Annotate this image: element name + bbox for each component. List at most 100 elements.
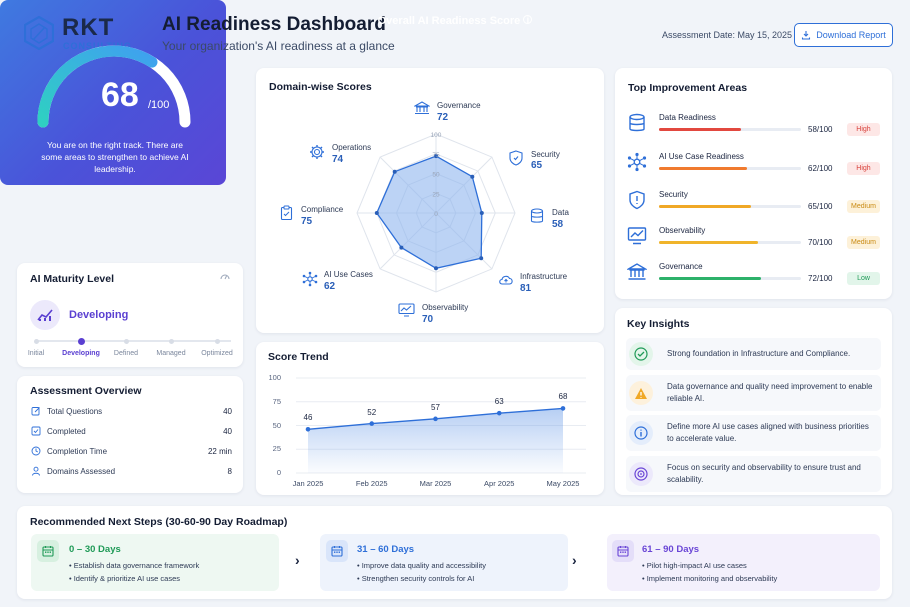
roadmap-item: • Establish data governance framework [69, 561, 200, 570]
overview-label: Completed [47, 427, 86, 436]
roadmap-phase-heading: 0 – 30 Days [69, 544, 121, 555]
download-report-button[interactable]: Download Report [794, 23, 893, 47]
improvement-name: Data Readiness [659, 113, 716, 122]
domain-scores-title: Domain-wise Scores [269, 81, 372, 93]
improvement-progress-track [659, 277, 801, 280]
score-trend-chart [296, 377, 586, 474]
improvement-score: 62/100 [808, 164, 833, 173]
domain-name: AI Use Cases [324, 270, 373, 279]
logo-subtext: CONSULTING [63, 41, 132, 51]
maturity-level-value: Developing [69, 309, 129, 321]
domain-name: Security [531, 150, 560, 159]
maturity-step-label: Defined [113, 350, 139, 357]
radar-point [470, 174, 475, 179]
improvement-score: 65/100 [808, 202, 833, 211]
radar-tick-label: 100 [431, 132, 442, 139]
maturity-chart-icon [30, 300, 60, 330]
overview-label: Completion Time [47, 447, 108, 456]
trend-y-tick: 75 [272, 396, 281, 406]
radar-point [434, 266, 438, 271]
insight-text: Data governance and quality need improve… [667, 382, 873, 403]
monitor-icon [627, 227, 647, 245]
calendar-icon [37, 540, 59, 562]
priority-badge: High [847, 162, 880, 175]
radar-point [399, 245, 404, 250]
trend-y-tick: 50 [272, 420, 281, 430]
trend-point [369, 421, 375, 426]
trend-value-label: 63 [494, 397, 504, 407]
trend-point [560, 406, 566, 411]
radar-point [434, 154, 438, 159]
overall-score-title: Overall AI Readiness Score i [0, 15, 910, 27]
insight-row [626, 375, 881, 411]
roadmap-item: • Strengthen security controls for AI [357, 574, 475, 583]
priority-badge: High [847, 123, 880, 136]
info-icon[interactable]: i [523, 15, 533, 25]
roadmap-item-text: Implement monitoring and observability [646, 574, 778, 583]
improvement-name: Governance [659, 262, 703, 271]
overview-label: Total Questions [47, 407, 103, 416]
roadmap-item: • Improve data quality and accessibility [357, 561, 486, 570]
improvement-progress-fill [659, 167, 748, 170]
trend-y-tick: 0 [276, 468, 281, 477]
trend-value-label: 57 [431, 402, 440, 412]
trend-point [496, 410, 502, 416]
roadmap-phase-1 [31, 534, 279, 591]
improvement-score: 70/100 [808, 238, 833, 247]
trend-x-tick: Apr 2025 [484, 479, 515, 488]
roadmap-phase-heading: 31 – 60 Days [357, 544, 415, 555]
domain-value: 62 [324, 281, 336, 292]
trend-value-label: 68 [558, 392, 568, 402]
calendar-icon [326, 540, 348, 562]
domain-value: 65 [531, 160, 543, 171]
bank-icon [414, 101, 430, 115]
trend-x-tick: Mar 2025 [419, 479, 452, 488]
edit-icon [31, 407, 40, 416]
trend-point [305, 427, 311, 432]
insight-row [626, 338, 881, 370]
assessment-date: Assessment Date: May 15, 2025 [662, 30, 793, 40]
monitor-icon [398, 303, 415, 317]
roadmap-item: • Pilot high-impact AI use cases [642, 561, 747, 570]
info-icon [629, 421, 653, 445]
warning-icon [629, 381, 653, 405]
maturity-step-label: Developing [62, 350, 100, 357]
radar-point [392, 169, 397, 174]
improvement-progress-fill [659, 277, 762, 280]
radar-point [374, 211, 379, 215]
maturity-step-label: Optimized [201, 350, 233, 357]
chevron-right-icon: › [295, 552, 300, 568]
radar-tick-label: 75 [432, 152, 440, 159]
trend-value-label: 52 [367, 407, 377, 417]
maturity-track [36, 340, 231, 342]
improvement-score: 58/100 [808, 125, 833, 134]
overview-value: 22 min [207, 447, 232, 456]
domain-name: Infrastructure [520, 272, 568, 281]
trend-value-label: 46 [303, 413, 313, 423]
improvement-progress-fill [659, 241, 759, 244]
check-circle-icon [629, 342, 653, 366]
network-icon [302, 271, 318, 287]
overall-score-value: 68 [101, 76, 139, 114]
insight-row [626, 415, 881, 451]
maturity-step-dot [123, 338, 129, 344]
overall-score-title-text: Overall AI Readiness Score [377, 15, 521, 27]
domain-value: 81 [520, 283, 532, 294]
clipboard-icon [280, 205, 293, 221]
insight-text: Focus on security and observability to e… [667, 463, 861, 484]
roadmap-item: • Implement monitoring and observability [642, 574, 778, 583]
domain-value: 75 [301, 216, 313, 227]
cloud-upload-icon [499, 275, 513, 285]
improvement-title: Top Improvement Areas [628, 82, 748, 94]
improvement-progress-track [659, 241, 801, 244]
maturity-step-dot [33, 338, 39, 344]
logo-icon [24, 16, 54, 50]
roadmap-item-text: Identify & prioritize AI use cases [73, 574, 181, 583]
maturity-title: AI Maturity Level [30, 273, 115, 285]
roadmap-item-text: Establish data governance framework [73, 561, 200, 570]
shield-icon [509, 150, 523, 166]
target-icon [629, 462, 653, 486]
roadmap-phase-3 [607, 534, 880, 591]
improvement-progress-fill [659, 128, 742, 131]
maturity-step-label: Initial [27, 350, 45, 357]
